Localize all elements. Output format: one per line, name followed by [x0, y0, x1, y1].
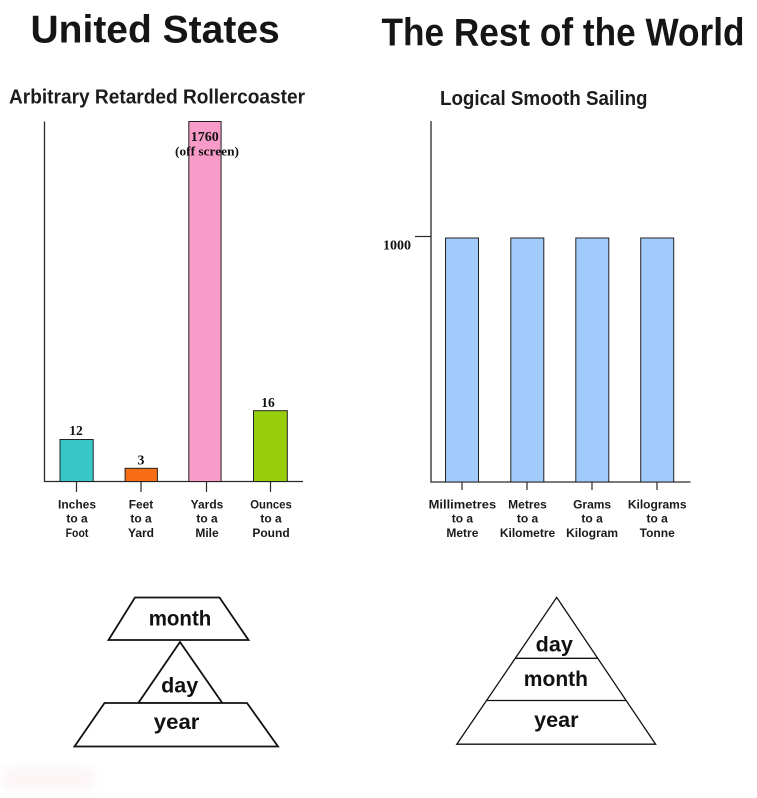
svg-text:Feet: Feet [129, 498, 154, 512]
svg-text:to a: to a [452, 512, 474, 526]
svg-text:month: month [149, 607, 212, 630]
svg-text:Arbitrary Retarded Rollercoast: Arbitrary Retarded Rollercoaster [9, 87, 305, 109]
svg-text:Yard: Yard [128, 526, 154, 540]
svg-text:to a: to a [647, 512, 669, 526]
svg-text:Logical Smooth Sailing: Logical Smooth Sailing [440, 88, 648, 110]
svg-text:Foot: Foot [66, 526, 89, 540]
svg-text:to a: to a [260, 512, 282, 526]
svg-text:Kilograms: Kilograms [628, 498, 687, 512]
svg-text:Grams: Grams [573, 498, 611, 512]
svg-text:day: day [161, 675, 198, 698]
svg-text:to a: to a [66, 512, 88, 526]
svg-text:to a: to a [517, 512, 539, 526]
svg-text:Kilogram: Kilogram [566, 526, 618, 540]
svg-text:year: year [154, 711, 200, 734]
svg-text:Mile: Mile [195, 526, 219, 540]
svg-text:The Rest of the World: The Rest of the World [382, 12, 745, 55]
svg-text:United States: United States [31, 9, 280, 52]
svg-text:1000: 1000 [383, 239, 411, 254]
svg-text:Yards: Yards [191, 498, 224, 512]
svg-text:month: month [524, 668, 588, 691]
svg-text:day: day [536, 634, 574, 657]
svg-text:Metre: Metre [446, 526, 478, 540]
svg-text:Kilometre: Kilometre [500, 526, 556, 540]
svg-text:Ounces: Ounces [250, 498, 292, 512]
svg-text:3: 3 [138, 453, 145, 468]
svg-text:Millimetres: Millimetres [429, 498, 497, 512]
svg-text:Pound: Pound [252, 526, 289, 540]
svg-text:(off screen): (off screen) [175, 143, 239, 158]
svg-text:year: year [534, 709, 578, 732]
svg-text:to a: to a [130, 512, 152, 526]
svg-text:Tonne: Tonne [640, 526, 675, 540]
svg-text:to a: to a [581, 512, 603, 526]
svg-text:1760: 1760 [191, 130, 219, 145]
svg-text:to a: to a [196, 512, 218, 526]
svg-text:16: 16 [261, 395, 275, 410]
svg-text:Inches: Inches [58, 498, 96, 512]
svg-text:Metres: Metres [508, 498, 547, 512]
svg-text:12: 12 [69, 423, 83, 438]
